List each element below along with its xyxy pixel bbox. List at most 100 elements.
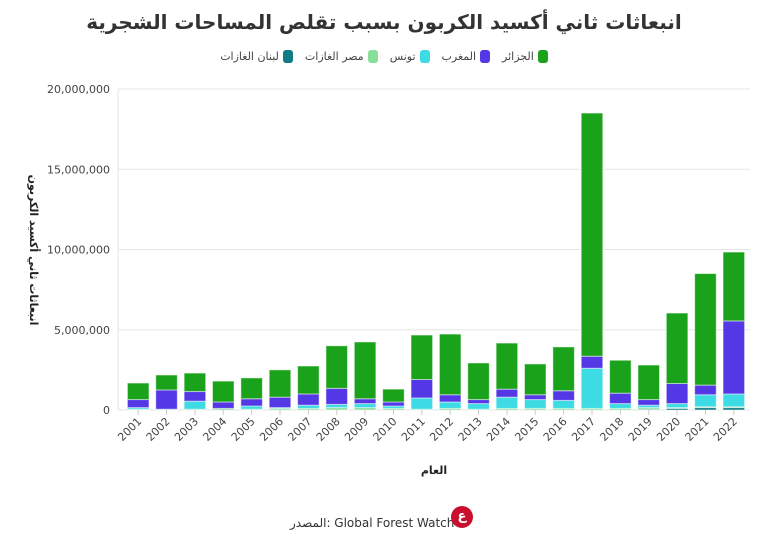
bar-segment [467, 403, 490, 410]
y-tick-label: 0 [103, 404, 110, 417]
bar-segment [240, 377, 263, 400]
legend-swatch [367, 50, 378, 63]
bar-segment [155, 389, 178, 410]
x-tick-label: 2007 [285, 415, 314, 444]
bar-segment [694, 384, 717, 396]
bar-segment [609, 392, 632, 405]
x-tick-label: 2009 [342, 415, 371, 444]
legend-item[interactable]: مصر الغازات [305, 50, 378, 63]
bar-segment [580, 367, 604, 409]
bar-segment [722, 251, 746, 322]
bar-segment [410, 379, 434, 399]
chart-title: انبعاثات ثاني أكسيد الكربون بسبب تقلص ال… [86, 10, 682, 34]
y-tick-label: 15,000,000 [47, 163, 110, 176]
x-tick-label: 2006 [257, 415, 286, 444]
x-tick-label: 2011 [399, 415, 428, 444]
bar-segment [467, 362, 490, 401]
y-axis-label: انبعاثات ثاني أكسيد الكربون [27, 175, 41, 326]
legend-item[interactable]: تونس [390, 50, 430, 63]
bar-segment [353, 403, 377, 409]
x-tick-label: 2005 [229, 415, 258, 444]
x-tick-label: 2002 [144, 415, 173, 444]
legend-item[interactable]: الجزائر [502, 50, 548, 63]
bar-segment [552, 390, 575, 401]
bar-segment [211, 401, 235, 409]
bar-segment [382, 388, 405, 403]
y-tick-label: 5,000,000 [54, 324, 110, 337]
bar-segment [580, 112, 604, 357]
bar-segment [382, 401, 405, 407]
legend-label: المغرب [441, 50, 477, 63]
bar-segment [240, 398, 263, 407]
x-tick-label: 2020 [654, 415, 683, 444]
legend-swatch [419, 50, 430, 63]
bar-segment [467, 399, 490, 405]
legend-swatch [537, 50, 548, 63]
bar-segment [183, 400, 207, 410]
bar-segment [438, 394, 462, 403]
bar-segment [268, 369, 292, 398]
bar-segment [637, 364, 661, 401]
legend-label: مصر الغازات [304, 50, 364, 63]
legend-item[interactable]: المغرب [442, 50, 491, 63]
x-tick-label: 2018 [597, 415, 626, 444]
bar-segment [523, 363, 547, 396]
x-tick-label: 2004 [200, 415, 229, 444]
bar-segment [183, 372, 207, 393]
legend-label: تونس [389, 50, 416, 63]
bar-segment [325, 387, 349, 405]
bar-segment [438, 401, 462, 409]
legend-item[interactable]: لبنان الغازات [220, 50, 293, 63]
x-tick-label: 2008 [314, 415, 343, 444]
bar-segment [495, 342, 519, 390]
bar-segment [155, 374, 178, 391]
legend-label: لبنان الغازات [220, 50, 279, 63]
bar-segment [580, 355, 604, 369]
bar-segment [552, 346, 575, 392]
bar-segment [495, 396, 519, 409]
bar-segment [722, 320, 746, 395]
x-tick-label: 2014 [484, 415, 513, 444]
bar-segment [495, 388, 519, 398]
x-tick-label: 2013 [456, 415, 485, 444]
x-tick-label: 2022 [711, 415, 740, 444]
x-tick-label: 2001 [115, 415, 144, 444]
bar-segment [523, 394, 547, 401]
x-tick-label: 2015 [512, 415, 541, 444]
brand-logo: ع [451, 506, 473, 528]
x-axis-label: العام [421, 464, 447, 477]
bar-segment [297, 393, 320, 406]
bar-segment [325, 345, 349, 389]
bar-segment [609, 403, 632, 409]
legend-swatch [480, 50, 491, 63]
bar-segment [665, 383, 689, 405]
bar-segment [410, 397, 434, 410]
bar-segment [126, 399, 150, 409]
legend: الجزائر المغرب تونس مصر الغازات لبنان الغازا… [0, 50, 768, 63]
y-tick-label: 20,000,000 [47, 83, 110, 96]
bar-segment [694, 394, 717, 408]
bar-segment [183, 391, 207, 402]
bar-segment [637, 399, 661, 406]
legend-label: الجزائر [502, 50, 534, 63]
bar-segment [665, 403, 689, 409]
bar-segment [523, 399, 547, 409]
x-tick-label: 2010 [371, 415, 400, 444]
bar-segment [410, 334, 434, 381]
x-tick-label: 2012 [427, 415, 456, 444]
x-tick-label: 2003 [172, 415, 201, 444]
bar-segment [297, 365, 320, 395]
bar-segment [722, 393, 746, 408]
x-tick-label: 2016 [541, 415, 570, 444]
bar-segment [609, 359, 632, 394]
x-tick-label: 2021 [683, 415, 712, 444]
bar-segment [211, 380, 235, 403]
y-tick-label: 10,000,000 [47, 244, 110, 257]
x-tick-label: 2017 [569, 415, 598, 444]
bar-segment [665, 312, 689, 385]
bar-segment [353, 341, 377, 400]
bar-segment [694, 273, 717, 386]
legend-swatch [282, 50, 293, 63]
